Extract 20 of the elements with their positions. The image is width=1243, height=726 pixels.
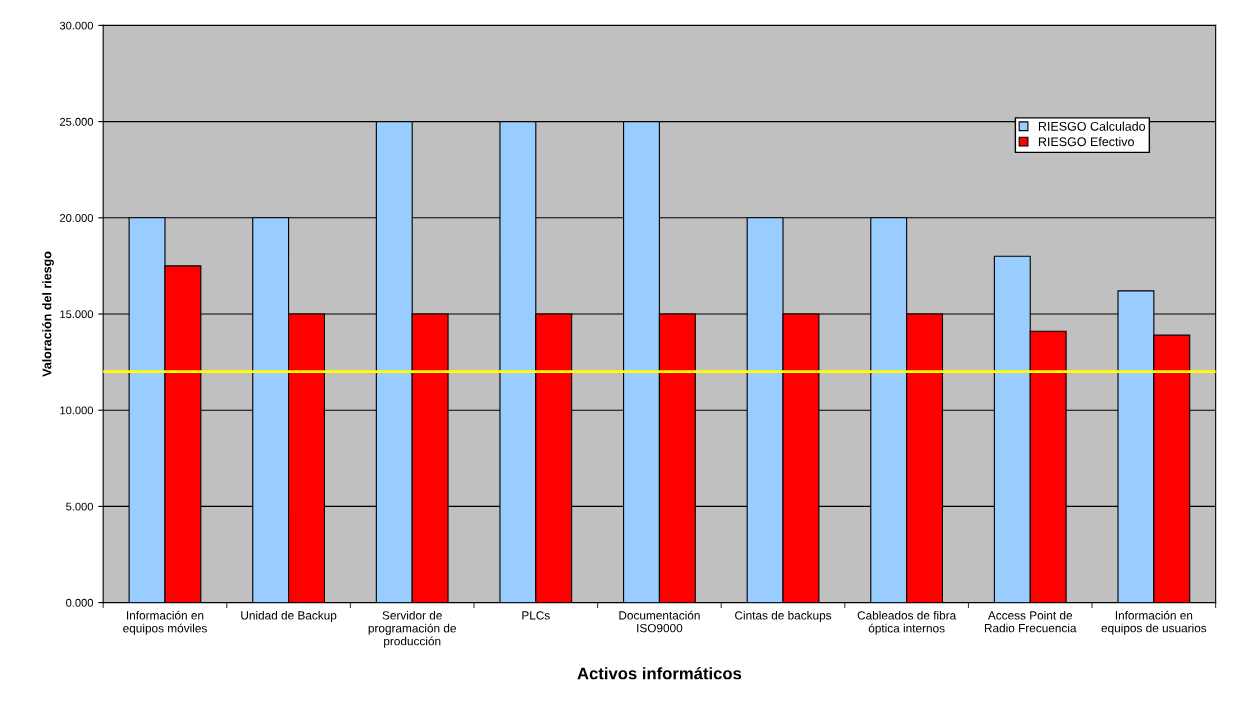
x-tick-label: PLCs	[522, 611, 550, 620]
x-axis-title: Activos informáticos	[577, 666, 742, 680]
legend-label: RIESGO Calculado	[1038, 121, 1146, 131]
x-tick-label: Cintas de backups	[735, 610, 832, 622]
x-tick-label: Documentación ISO9000	[619, 610, 700, 633]
y-axis-title: Valoración del riesgo	[42, 251, 54, 377]
legend-label: RIESGO Efectivo	[1038, 136, 1134, 147]
y-tick-label: 25.000	[60, 117, 94, 126]
x-tick-label: Información en equipos móviles	[123, 610, 207, 635]
x-tick-label: Unidad de Backup	[241, 610, 337, 622]
x-tick-label: Cableados de fibra óptica internos	[857, 610, 957, 635]
x-tick-label: Información en equipos de usuarios	[1101, 610, 1207, 635]
x-tick-label: Servidor de programación de producción	[368, 610, 456, 648]
y-tick-label: 30.000	[59, 21, 94, 30]
y-tick-label: 5.000	[66, 502, 94, 511]
y-tick-label: 10.000	[60, 406, 94, 415]
y-tick-label: 15.000	[60, 310, 94, 319]
y-tick-label: 0.000	[66, 598, 94, 607]
x-tick-label: Access Point de Radio Frecuencia	[984, 610, 1077, 633]
y-tick-label: 20.000	[60, 214, 94, 222]
